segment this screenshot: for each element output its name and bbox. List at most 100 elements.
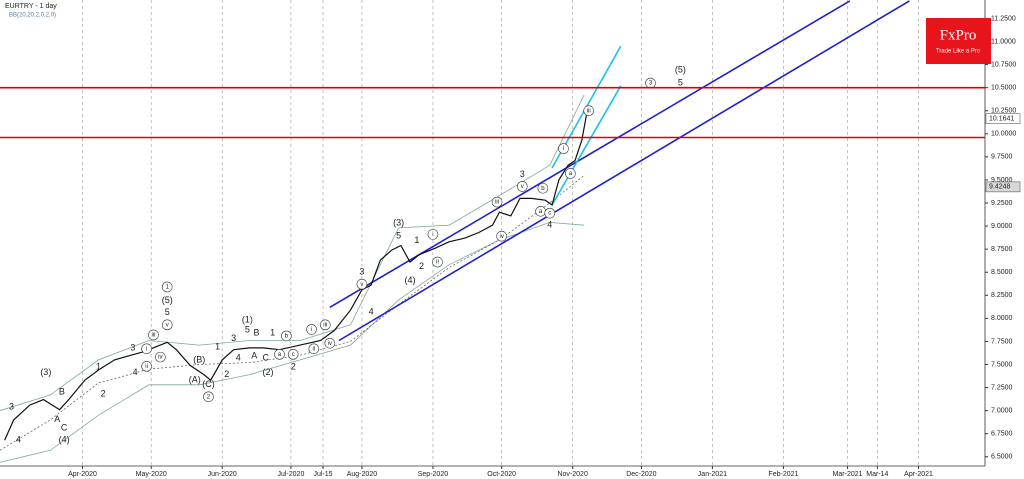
wave-label: ii — [312, 346, 315, 352]
wave-label: 3 — [130, 342, 135, 352]
x-tick-label: Sep-2020 — [418, 471, 448, 478]
wave-label: 3 — [9, 401, 14, 411]
band-upper — [0, 94, 585, 411]
wave-label: 3 — [649, 81, 653, 87]
fast-channel-line — [551, 85, 622, 206]
wave-label: (5) — [675, 65, 686, 75]
wave-label: (3) — [393, 218, 404, 228]
y-tick-label: 8.0000 — [991, 315, 1013, 322]
wave-label: 2 — [101, 388, 106, 398]
x-tick-label: Jul-15 — [313, 471, 332, 478]
x-tick-label: May-2020 — [136, 471, 167, 478]
wave-circle — [308, 343, 320, 355]
y-tick-label: 7.0000 — [991, 407, 1013, 414]
chart-subtitle: BB(20,20,2,0,2,0) — [9, 13, 56, 19]
wave-circle — [427, 229, 439, 240]
wave-label: i — [146, 346, 147, 352]
wave-label: ii — [145, 364, 148, 370]
price-line — [4, 115, 587, 441]
x-tick-label: Jul-2020 — [277, 471, 304, 478]
wave-label: A — [251, 351, 257, 361]
wave-label: (B) — [193, 354, 205, 364]
wave-label: 2 — [419, 261, 424, 271]
wave-circle — [306, 324, 317, 335]
wave-label: A — [54, 414, 60, 424]
y-tick-label: 6.5000 — [991, 454, 1013, 461]
logo-tagline: Trade Like a Pro — [936, 49, 981, 55]
x-tick-label: Oct-2020 — [487, 471, 516, 478]
wave-label: a — [539, 209, 543, 215]
wave-label: i — [311, 327, 312, 333]
channel-line — [338, 0, 910, 342]
wave-label: (1) — [242, 315, 253, 325]
y-tick-label: 8.7500 — [991, 246, 1013, 253]
y-tick-label: 10.5000 — [991, 85, 1016, 92]
x-tick-label: Nov-2020 — [557, 471, 587, 478]
wave-circle — [544, 207, 556, 219]
y-tick-label: 11.2500 — [991, 15, 1016, 22]
wave-circle — [274, 349, 285, 360]
wave-label: ii — [436, 260, 439, 266]
x-tick-label: Apr-2020 — [68, 471, 97, 478]
wave-label: iii — [151, 333, 155, 339]
wave-label: (A) — [189, 375, 201, 385]
wave-label: (4) — [59, 435, 70, 445]
x-tick-label: Apr-2021 — [904, 471, 933, 478]
wave-circle — [319, 319, 331, 331]
wave-label: 4 — [133, 367, 138, 377]
wave-label: B — [59, 387, 65, 397]
wave-label: 4 — [369, 306, 374, 316]
wave-label: a — [569, 171, 573, 177]
wave-label: 5 — [165, 307, 170, 317]
x-tick-label: Feb-2021 — [768, 471, 798, 478]
y-tick-label: 7.2500 — [991, 384, 1013, 391]
wave-label: iii — [495, 200, 499, 206]
wave-circle — [583, 105, 595, 117]
wave-circle — [324, 337, 336, 349]
wave-circle — [141, 343, 152, 355]
wave-label: 1 — [270, 327, 275, 337]
wave-circle — [432, 256, 443, 268]
y-tick-label: 9.5000 — [991, 177, 1013, 184]
wave-circle — [161, 281, 173, 293]
wave-label: b — [541, 186, 545, 192]
wave-label: iii — [587, 108, 591, 114]
wave-label: (2) — [263, 367, 274, 377]
x-tick-label: Mar-14 — [866, 471, 888, 478]
wave-label: iv — [499, 234, 503, 240]
price-label: 10.1641 — [989, 116, 1014, 123]
y-tick-label: 10.2500 — [991, 108, 1016, 115]
wave-label: b — [285, 333, 289, 339]
price-label-box — [985, 181, 1021, 193]
wave-label: 5 — [396, 231, 401, 241]
wave-label: B — [254, 327, 260, 337]
y-tick-label: 11.0000 — [991, 38, 1016, 45]
price-label: 9.4248 — [989, 184, 1011, 191]
chart-title: EURTRY - 1 day — [5, 3, 57, 10]
price-label-box — [985, 113, 1021, 124]
wave-circle — [516, 181, 528, 192]
y-tick-label: 10.7500 — [991, 61, 1016, 68]
wave-label: iv — [328, 341, 332, 347]
logo-name: FxPro — [940, 27, 977, 43]
wave-circle — [155, 351, 166, 363]
x-tick-label: Jan-2021 — [698, 471, 727, 478]
y-tick-label: 9.7500 — [991, 154, 1013, 161]
y-tick-label: 8.5000 — [991, 269, 1013, 276]
wave-label: 2 — [224, 369, 229, 379]
wave-label: (3) — [40, 367, 51, 377]
wave-label: 2 — [207, 394, 211, 400]
wave-circle — [141, 361, 152, 372]
wave-label: 4 — [236, 352, 241, 362]
wave-label: 5 — [245, 325, 250, 335]
wave-label: (4) — [405, 275, 416, 285]
wave-label: 1 — [96, 362, 101, 372]
y-tick-label: 6.7500 — [991, 431, 1013, 438]
x-tick-label: Jun-2020 — [208, 471, 237, 478]
wave-label: v — [360, 282, 363, 288]
wave-label: iv — [158, 355, 162, 361]
wave-circle — [356, 278, 368, 290]
wave-circle — [491, 196, 503, 208]
